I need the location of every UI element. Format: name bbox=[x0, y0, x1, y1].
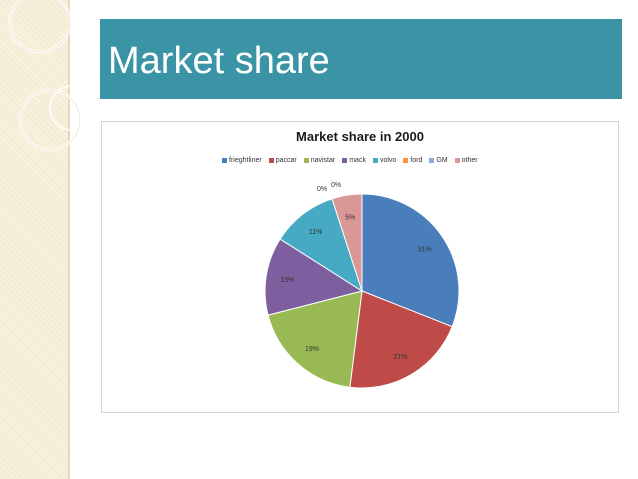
legend-item-mack: mack bbox=[342, 157, 366, 164]
legend-swatch bbox=[454, 157, 460, 163]
legend-swatch bbox=[372, 157, 378, 163]
chart-container: Market share in 2000 frieghtliner paccar n… bbox=[101, 121, 619, 413]
legend-item-frieghtliner: frieghtliner bbox=[222, 157, 262, 164]
legend-item-volvo: volvo bbox=[372, 156, 397, 164]
legend-item-other: other bbox=[454, 156, 478, 164]
chart-legend: frieghtliner paccar navistar mack volvo ford G… bbox=[222, 155, 485, 165]
pie-slice-navistar bbox=[267, 290, 363, 388]
pie-slice-volvo bbox=[279, 198, 363, 293]
legend-label: mack bbox=[349, 156, 366, 164]
pie-label-gm: 0% bbox=[331, 182, 341, 189]
legend-label: ford bbox=[410, 156, 423, 164]
legend-label: other bbox=[461, 156, 478, 164]
legend-swatch bbox=[342, 157, 348, 163]
legend-item-gm: GM bbox=[429, 156, 448, 164]
pie-slice-paccar bbox=[349, 290, 453, 389]
legend-swatch bbox=[429, 157, 435, 163]
legend-swatch bbox=[268, 157, 274, 163]
pie-label-navistar: 19% bbox=[305, 346, 319, 353]
chart-title: Market share in 2000 bbox=[296, 129, 424, 144]
legend-label: navistar bbox=[310, 156, 336, 164]
pie-label-paccar: 21% bbox=[394, 354, 408, 361]
legend-swatch bbox=[303, 157, 309, 163]
decorative-circles bbox=[8, 0, 80, 152]
pie-label-other: 5% bbox=[345, 214, 355, 221]
legend-swatch bbox=[222, 157, 227, 163]
decorative-sidebar bbox=[0, 0, 70, 479]
sidebar-divider bbox=[68, 0, 70, 479]
pie-slice-mack bbox=[264, 238, 364, 316]
legend-label: frieghtliner bbox=[229, 156, 262, 164]
pie-label-volvo: 11% bbox=[309, 229, 323, 236]
legend-item-paccar: paccar bbox=[268, 156, 297, 164]
slide-title-bar: Market share bbox=[100, 19, 622, 99]
legend-label: volvo bbox=[379, 156, 397, 164]
slide-title: Market share bbox=[108, 40, 330, 82]
legend-label: GM bbox=[436, 156, 448, 164]
pie-label-frieghtliner: 31% bbox=[418, 246, 432, 253]
pie-slice-frieghtliner bbox=[361, 193, 460, 328]
pie-label-ford: 0% bbox=[317, 186, 327, 193]
legend-item-navistar: navistar bbox=[303, 156, 336, 164]
pie-chart: 31% 21% 19% 13% 11% 0% 0% 5% bbox=[264, 182, 460, 389]
pie-label-mack: 13% bbox=[280, 277, 294, 284]
legend-item-ford: ford bbox=[403, 157, 422, 164]
legend-swatch bbox=[403, 157, 409, 163]
legend-label: paccar bbox=[275, 156, 297, 164]
pie-slice-other bbox=[331, 193, 363, 292]
